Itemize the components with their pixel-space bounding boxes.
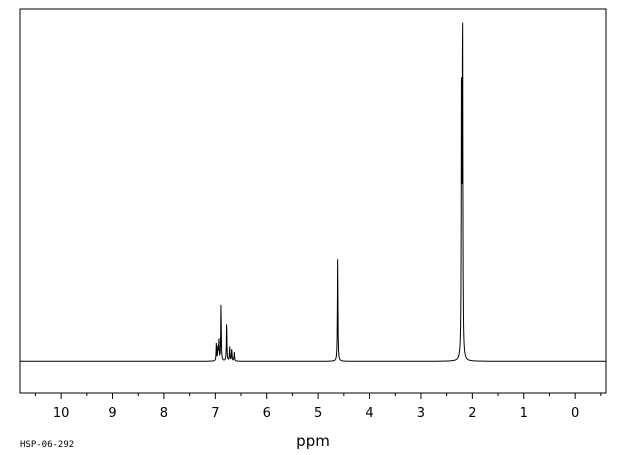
sample-code-label: HSP-06-292 [20, 440, 74, 450]
x-tick-label: 8 [160, 406, 168, 421]
x-axis-label: ppm [296, 432, 330, 450]
x-tick-label: 3 [417, 406, 425, 421]
x-tick-label: 9 [108, 406, 116, 421]
x-tick-label: 10 [53, 406, 70, 421]
x-axis: 10 9 8 7 6 5 4 3 2 1 0 [34, 393, 602, 421]
x-tick-label: 1 [520, 406, 528, 421]
x-tick-label: 0 [571, 406, 579, 421]
x-tick-label: 5 [314, 406, 322, 421]
x-tick-label: 6 [263, 406, 271, 421]
plot-frame [19, 8, 607, 394]
spectrum-line [20, 22, 606, 362]
x-tick-label: 4 [365, 406, 373, 421]
x-tick-label: 7 [211, 406, 219, 421]
x-tick-label: 2 [468, 406, 476, 421]
